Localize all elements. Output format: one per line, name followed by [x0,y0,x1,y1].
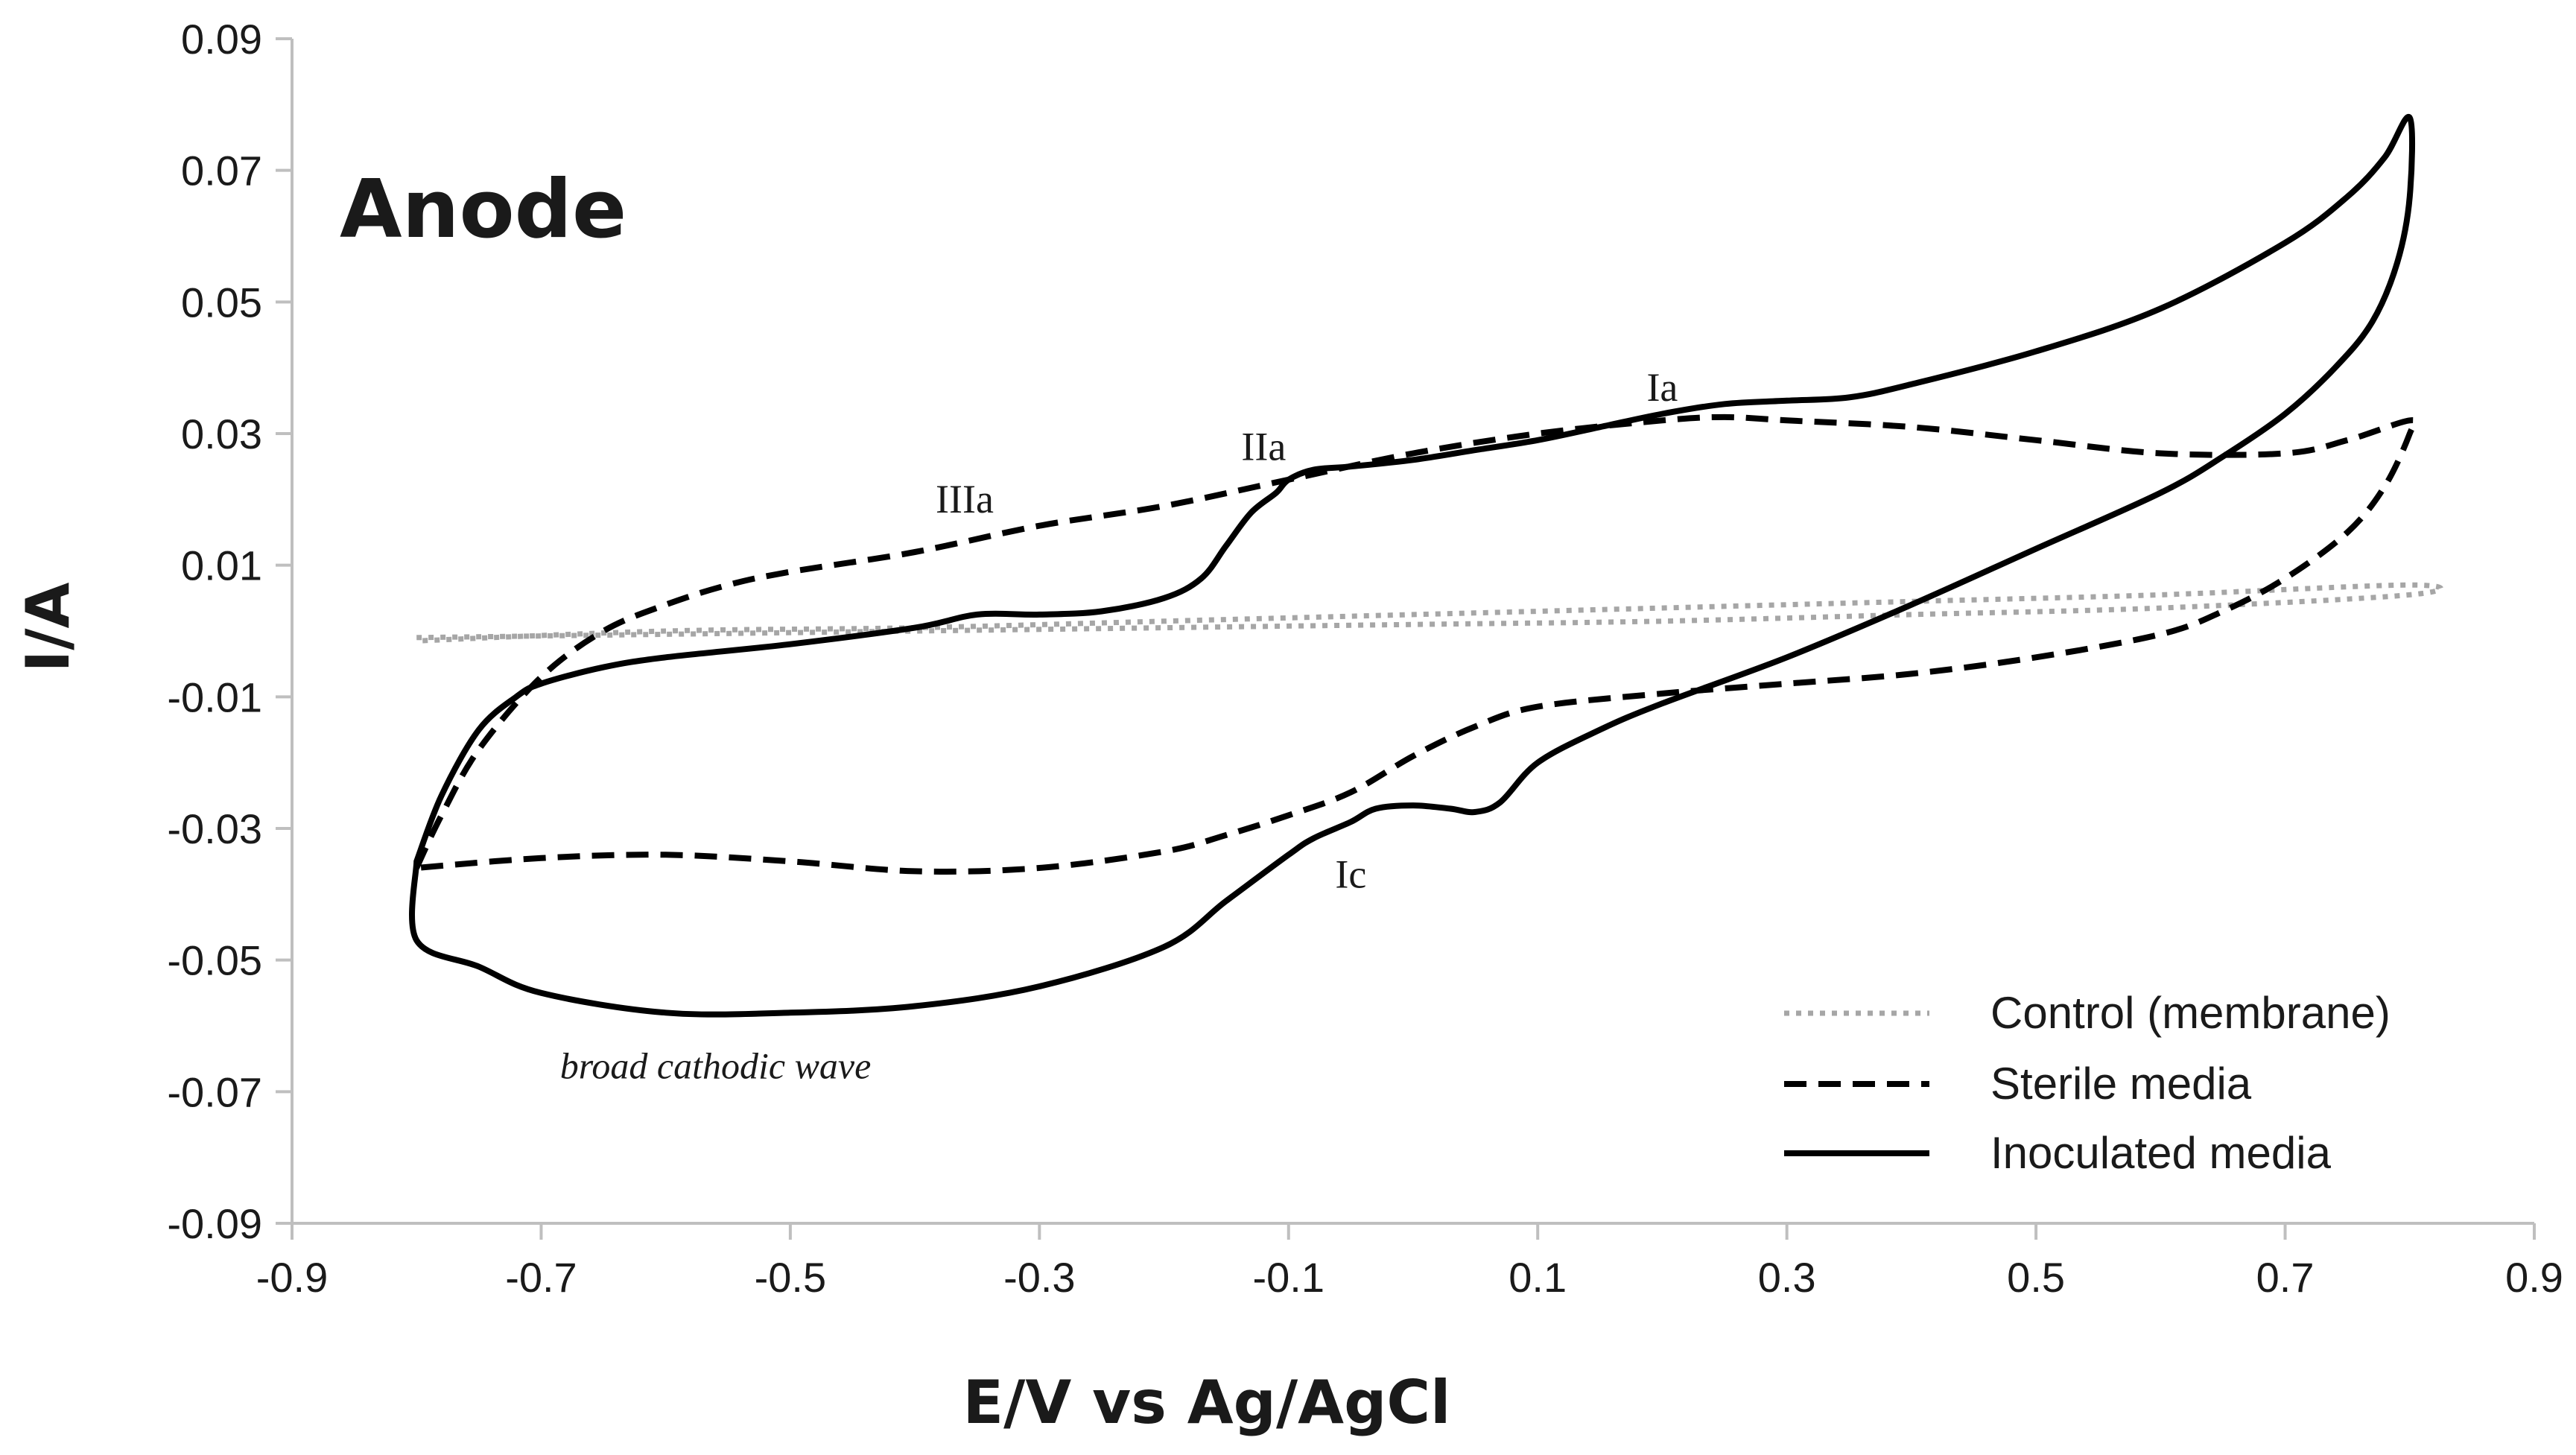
x-tick-label: -0.9 [256,1254,329,1301]
legend-label-sterile: Sterile media [1990,1059,2252,1109]
series-control-membrane [416,582,2443,644]
legend: Control (membrane) Sterile media Inocula… [1784,988,2391,1178]
y-tick-label: -0.03 [167,805,262,852]
annotation-label: IIa [1241,424,1286,469]
y-tick-label: 0.09 [181,16,262,63]
x-tick-label: -0.3 [1003,1254,1076,1301]
legend-label-control: Control (membrane) [1990,988,2391,1038]
x-tick-label: 0.3 [1758,1254,1816,1301]
x-tick-label: -0.1 [1253,1254,1325,1301]
y-tick-label: -0.05 [167,937,262,984]
annotation-label: Ia [1646,365,1678,410]
y-tick-label: 0.05 [181,279,262,326]
y-axis-title: I/A [13,582,83,672]
x-tick-label: 0.9 [2505,1254,2563,1301]
annotation-label: IIIa [936,477,994,522]
x-tick-label: -0.7 [505,1254,577,1301]
ticks-group: 0.09 0.07 0.05 0.03 0.01 -0.01 -0.03 -0.05 -0.07… [167,16,2563,1301]
y-tick-label: -0.01 [167,673,262,720]
y-tick-label: 0.03 [181,410,262,457]
y-tick-label: 0.01 [181,542,262,589]
x-tick-label: 0.5 [2007,1254,2065,1301]
series-group [409,113,2443,1018]
annotation-label: broad cathodic wave [560,1045,872,1087]
y-tick-label: 0.07 [181,148,262,194]
series-inoculated-media [409,113,2416,1018]
x-tick-label: 0.7 [2256,1254,2315,1301]
legend-label-inoculated: Inoculated media [1990,1128,2332,1178]
x-axis-title: E/V vs Ag/AgCl [963,1368,1451,1437]
series-sterile-media [413,413,2419,875]
annotation-label: Ic [1335,852,1366,897]
annotations-group: IIIa IIa Ia Ic broad cathodic wave [560,365,1678,1087]
x-tick-label: -0.5 [755,1254,827,1301]
chart-title: Anode [340,163,626,256]
x-tick-label: 0.1 [1509,1254,1567,1301]
axes-group [291,39,2534,1225]
y-tick-label: -0.09 [167,1200,262,1247]
y-tick-label: -0.07 [167,1068,262,1115]
